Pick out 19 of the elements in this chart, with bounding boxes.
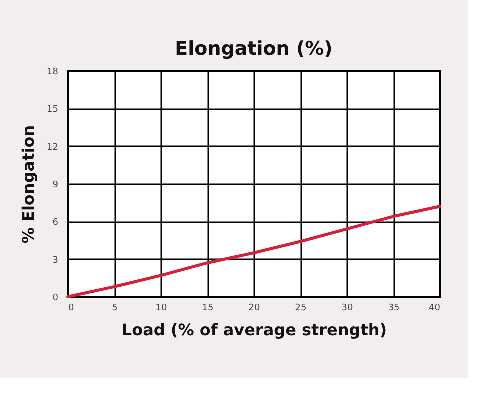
x-tick-label: 0 [68,304,74,314]
y-tick-label: 6 [52,218,59,228]
y-tick-label: 3 [52,256,58,266]
chart-title: Elongation (%) [175,38,333,60]
y-tick-label: 15 [47,105,58,116]
x-tick-label: 20 [248,304,260,314]
y-tick-label: 0 [52,294,59,304]
y-tick-label: 18 [47,68,59,78]
x-tick-label: 15 [202,304,214,314]
x-axis-title: Load (% of average strength) [122,320,388,340]
y-tick-label: 9 [52,180,59,190]
x-tick-label: 35 [388,304,400,314]
x-tick-label: 25 [295,304,307,314]
y-tick-label: 12 [47,142,58,153]
y-axis-title: % Elongation [19,125,38,244]
x-tick-label: 10 [156,304,168,314]
x-tick-label: 5 [112,304,118,314]
x-tick-label: 40 [429,304,441,314]
x-tick-label: 30 [342,304,354,314]
